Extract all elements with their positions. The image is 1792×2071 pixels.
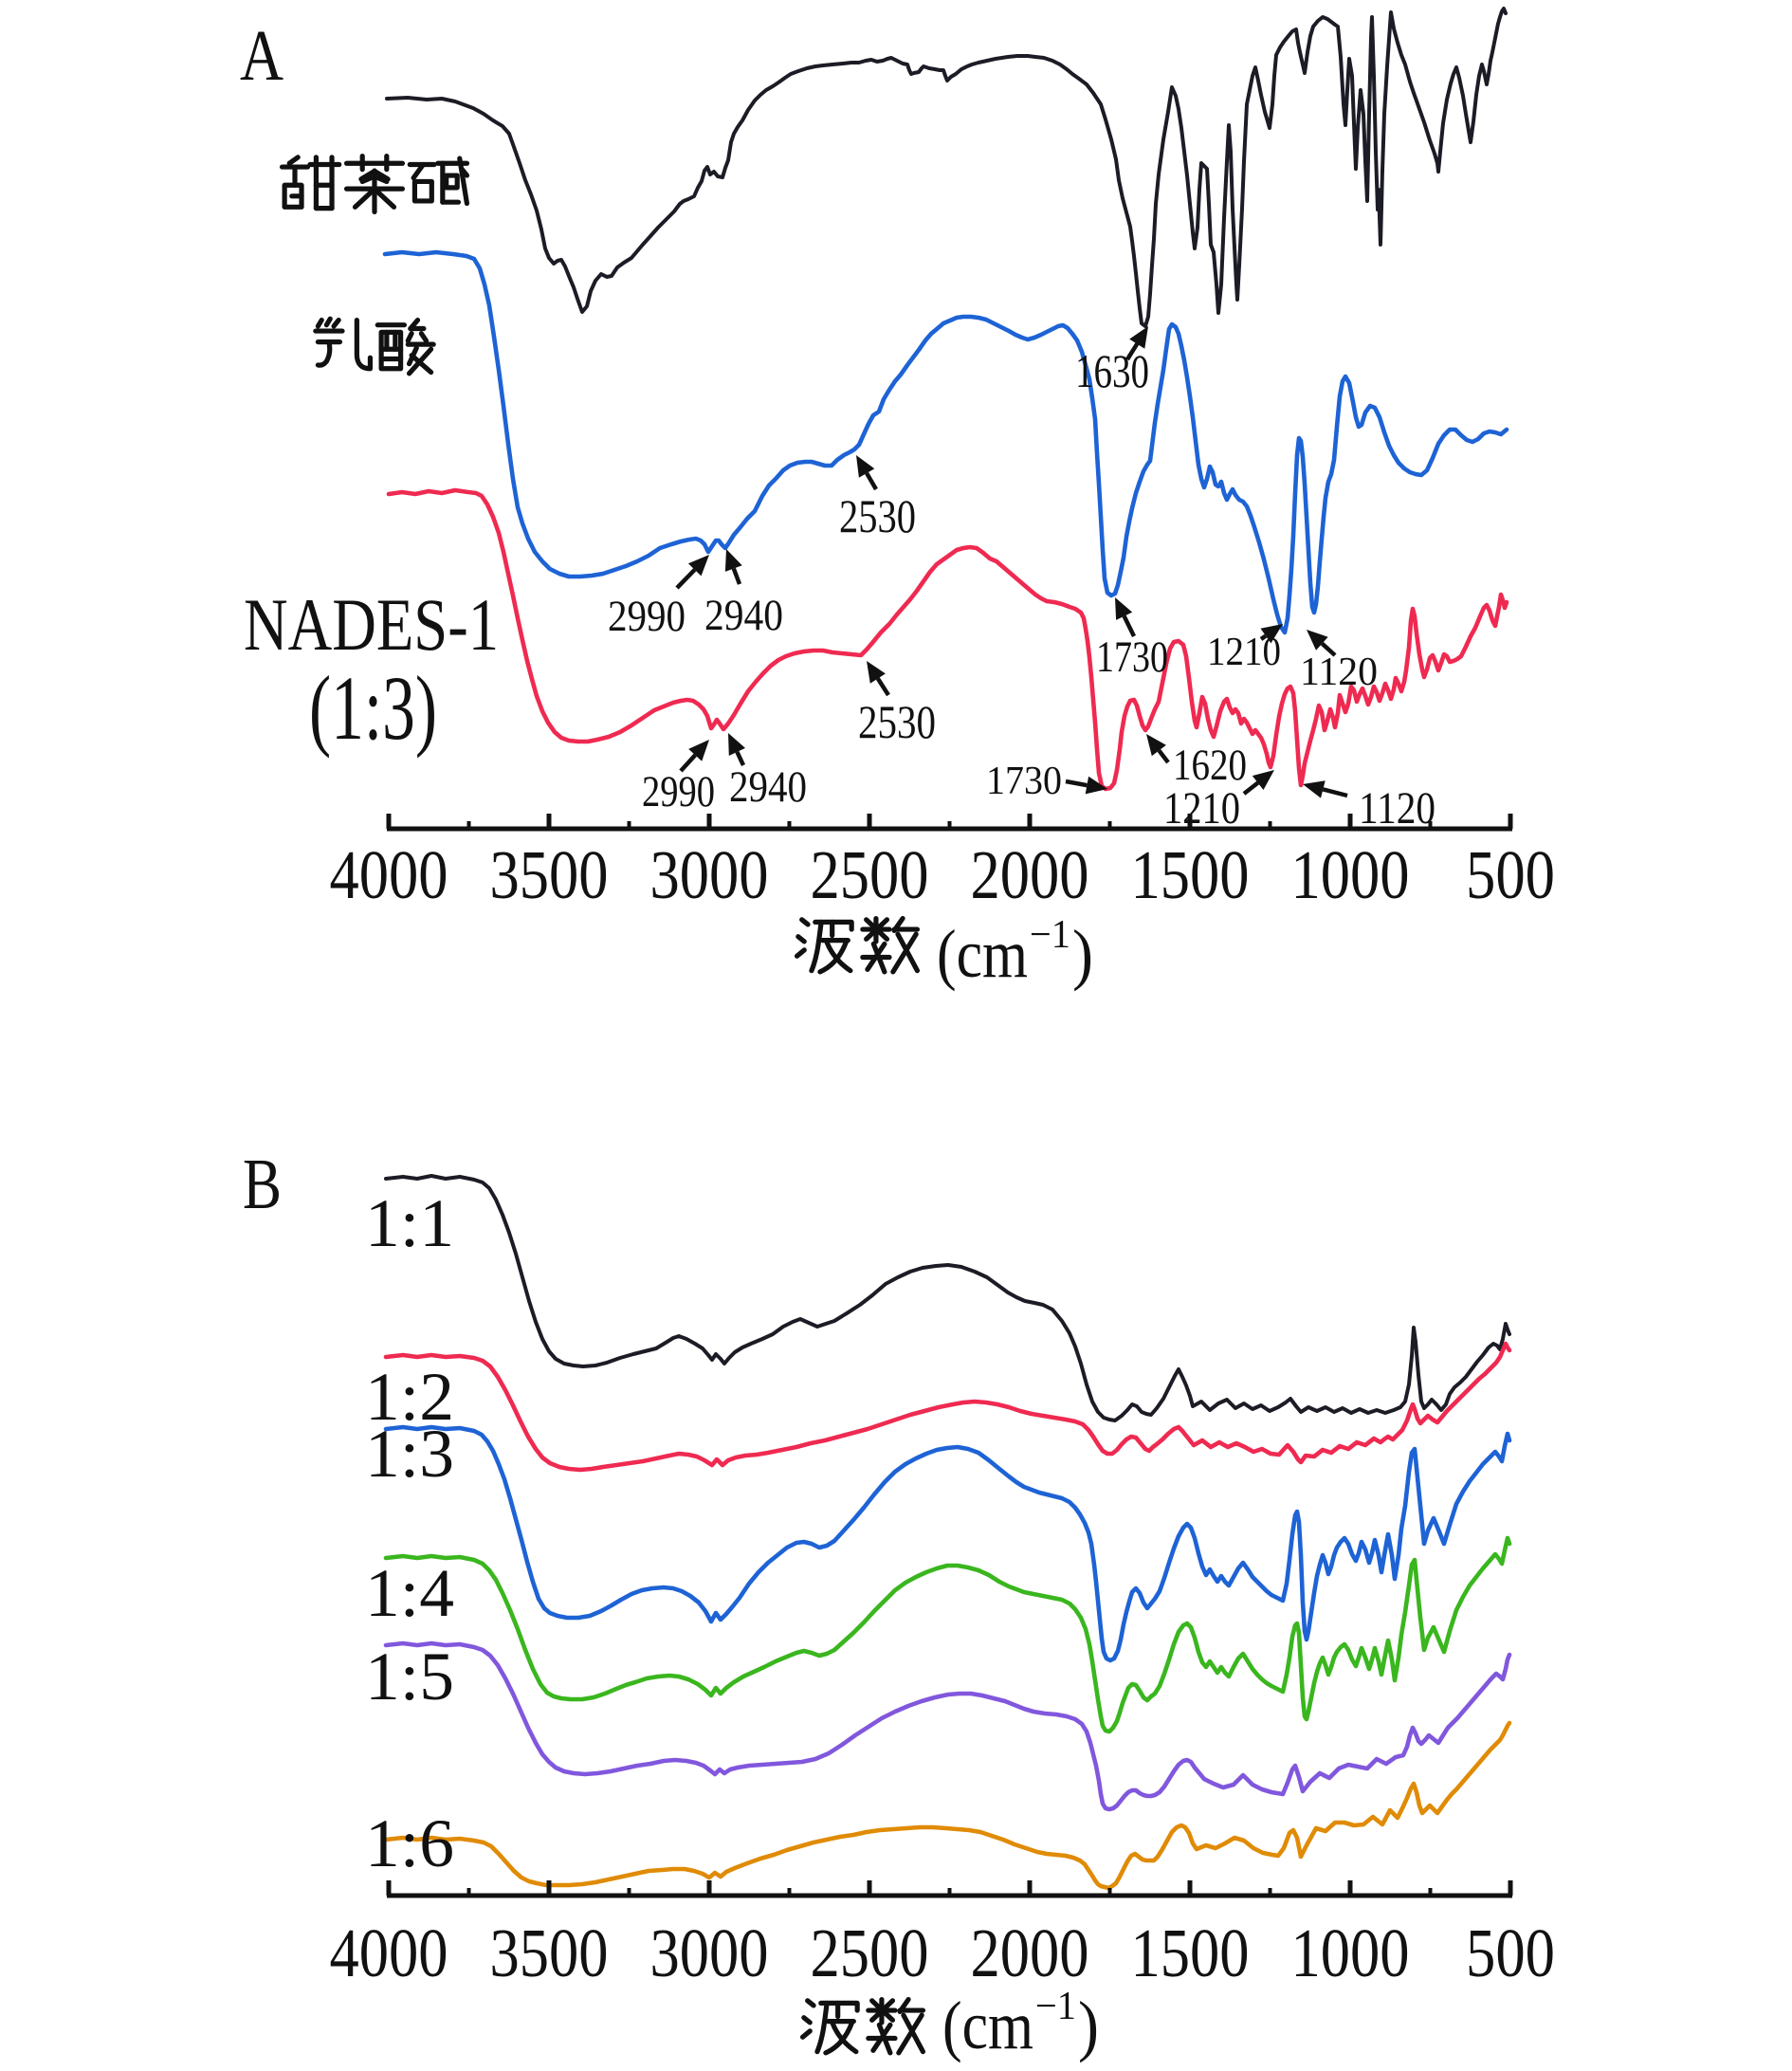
svg-text:2530: 2530 — [839, 489, 916, 542]
svg-text:B: B — [243, 1145, 282, 1224]
svg-text:1:4: 1:4 — [365, 1555, 454, 1631]
svg-text:1500: 1500 — [1131, 836, 1250, 913]
svg-text:4000: 4000 — [330, 836, 448, 913]
svg-text:1000: 1000 — [1291, 1915, 1410, 1991]
svg-text:): ) — [1072, 916, 1093, 992]
svg-text:2000: 2000 — [971, 1915, 1089, 1991]
svg-text:1120: 1120 — [1300, 651, 1378, 694]
svg-text:−1: −1 — [1030, 913, 1070, 957]
svg-text:1210: 1210 — [1163, 783, 1240, 834]
svg-text:2990: 2990 — [608, 592, 686, 641]
svg-text:(cm: (cm — [942, 1988, 1033, 2063]
svg-text:1:2: 1:2 — [365, 1359, 454, 1435]
svg-text:500: 500 — [1466, 836, 1555, 913]
svg-text:2940: 2940 — [704, 591, 783, 640]
svg-text:1000: 1000 — [1291, 836, 1410, 913]
svg-text:3000: 3000 — [650, 836, 769, 913]
svg-text:1730: 1730 — [986, 760, 1062, 803]
svg-text:(cm: (cm — [937, 916, 1028, 992]
svg-text:3000: 3000 — [650, 1915, 769, 1991]
svg-text:3500: 3500 — [490, 1915, 609, 1991]
svg-text:(1:3): (1:3) — [309, 657, 437, 759]
svg-text:): ) — [1078, 1988, 1099, 2063]
svg-text:1730: 1730 — [1096, 632, 1168, 682]
svg-text:2500: 2500 — [811, 836, 929, 913]
svg-text:1:3: 1:3 — [365, 1416, 454, 1492]
svg-text:2500: 2500 — [811, 1915, 929, 1991]
svg-text:1:6: 1:6 — [365, 1805, 454, 1881]
svg-text:1620: 1620 — [1173, 741, 1247, 790]
svg-text:3500: 3500 — [490, 836, 609, 913]
svg-text:1630: 1630 — [1075, 344, 1149, 397]
svg-text:1:5: 1:5 — [365, 1639, 454, 1714]
svg-text:2000: 2000 — [971, 836, 1089, 913]
svg-text:4000: 4000 — [330, 1915, 448, 1991]
svg-text:2940: 2940 — [729, 762, 807, 812]
svg-text:−1: −1 — [1035, 1985, 1076, 2028]
svg-text:2990: 2990 — [642, 767, 715, 816]
svg-text:500: 500 — [1466, 1915, 1555, 1991]
svg-text:A: A — [240, 16, 283, 96]
svg-text:1:1: 1:1 — [365, 1185, 454, 1261]
svg-text:2530: 2530 — [858, 695, 936, 748]
svg-text:1120: 1120 — [1359, 783, 1435, 834]
svg-text:NADES-1: NADES-1 — [244, 583, 499, 666]
svg-text:1500: 1500 — [1131, 1915, 1250, 1991]
